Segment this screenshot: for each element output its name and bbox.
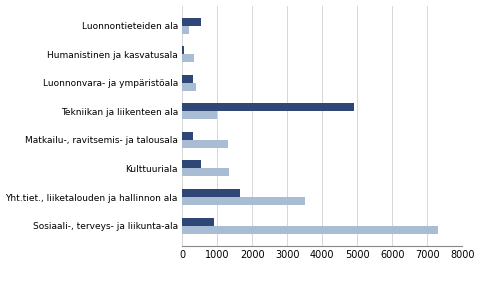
Bar [182,25,189,34]
Bar [182,54,194,62]
Bar [182,218,214,226]
Bar [182,132,192,140]
Bar [182,46,184,54]
Bar [182,103,354,111]
Bar [182,140,228,148]
Bar [182,160,201,168]
Bar [182,168,229,177]
Bar [182,111,217,119]
Bar [182,75,192,83]
Bar [182,226,438,234]
Bar [182,189,240,197]
Bar [182,83,196,91]
Bar [182,197,305,205]
Bar [182,18,201,25]
